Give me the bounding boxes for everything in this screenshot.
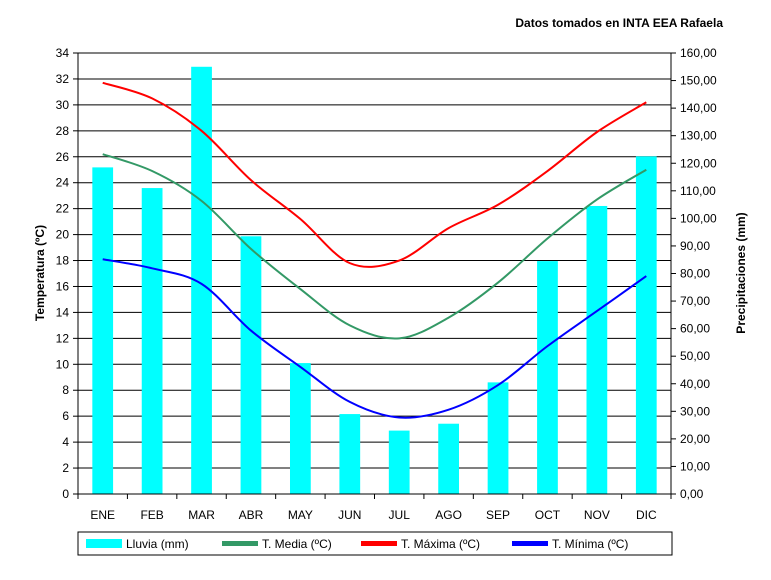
y-right-tick-label: 40,00: [680, 377, 710, 391]
legend-label: T. Máxima (ºC): [401, 537, 480, 551]
x-tick-label: DIC: [636, 508, 657, 522]
bar-lluvia-jun: [339, 414, 361, 494]
x-tick-label: ABR: [239, 508, 264, 522]
bar-lluvia-may: [289, 363, 311, 494]
x-tick-label: OCT: [535, 508, 561, 522]
legend-swatch-lluvia: [86, 539, 122, 548]
x-tick-label: NOV: [584, 508, 610, 522]
y-right-tick-label: 130,00: [680, 129, 717, 143]
precipitation-bars: [92, 66, 657, 495]
y-right-tick-label: 150,00: [680, 74, 717, 88]
y-left-axis-title: Temperatura (ºC): [33, 225, 47, 321]
y-right-tick-label: 140,00: [680, 101, 717, 115]
y-left-tick-label: 6: [62, 409, 69, 423]
x-tick-label: JUN: [338, 508, 361, 522]
bar-lluvia-nov: [586, 205, 608, 495]
x-tick-label: FEB: [140, 508, 163, 522]
y-right-tick-label: 120,00: [680, 156, 717, 170]
x-tick-label: JUL: [389, 508, 411, 522]
legend: Lluvia (mm) T. Media (ºC) T. Máxima (ºC) T.…: [77, 531, 673, 556]
x-tick-label: AGO: [435, 508, 462, 522]
y-right-tick-label: 70,00: [680, 294, 710, 308]
line-t-minima: [102, 258, 647, 419]
bar-lluvia-sep: [487, 382, 509, 494]
y-right-tick-label: 60,00: [680, 322, 710, 336]
bar-lluvia-mar: [191, 66, 212, 494]
y-right-tick-label: 110,00: [680, 184, 716, 198]
bar-lluvia-oct: [537, 261, 558, 494]
y-left-tick-label: 8: [62, 383, 69, 397]
y-left-tick-label: 2: [62, 461, 69, 475]
bar-lluvia-ago: [438, 423, 460, 494]
y-left-tick-label: 0: [62, 487, 69, 501]
axes: [73, 52, 676, 499]
y-left-tick-label: 16: [56, 279, 70, 293]
legend-swatch-line: [512, 541, 548, 546]
legend-label: Lluvia (mm): [126, 537, 189, 551]
legend-label: T. Media (ºC): [262, 537, 332, 551]
legend-label: T. Mínima (ºC): [552, 537, 628, 551]
y-right-tick-label: 100,00: [680, 211, 717, 225]
line-t-media: [102, 153, 647, 340]
y-left-tick-label: 4: [62, 435, 69, 449]
y-left-tick-label: 34: [56, 46, 70, 60]
legend-swatch-line: [222, 541, 258, 546]
x-tick-label: MAR: [188, 508, 215, 522]
y-left-tick-label: 22: [56, 202, 70, 216]
bar-lluvia-jul: [388, 430, 410, 494]
bar-lluvia-ene: [92, 167, 114, 494]
x-axis-tick-labels: ENE FEB MAR ABR MAY JUN JUL AGO SEP OCT NOV DIC: [90, 508, 657, 522]
y-right-tick-label: 0,00: [680, 487, 704, 501]
bar-lluvia-feb: [141, 188, 163, 494]
bar-lluvia-dic: [635, 156, 657, 494]
y-right-tick-label: 80,00: [680, 267, 710, 281]
x-tick-label: ENE: [90, 508, 115, 522]
legend-swatch-line: [361, 541, 397, 546]
y-right-tick-label: 10,00: [680, 459, 710, 473]
gridlines: [78, 52, 671, 495]
y-left-tick-label: 14: [56, 305, 70, 319]
y-left-tick-label: 20: [56, 228, 70, 242]
temperature-lines: [102, 81, 647, 419]
y-left-tick-label: 12: [56, 331, 70, 345]
bar-lluvia-abr: [240, 236, 262, 494]
right-axis-tick-labels: 0,00 10,00 20,00 30,00 40,00 50,00 60,00 70,00 8…: [680, 46, 717, 501]
y-left-tick-label: 32: [56, 72, 70, 86]
y-right-axis-title: Precipitaciones (mm): [734, 212, 748, 333]
x-tick-label: MAY: [288, 508, 313, 522]
y-right-tick-label: 30,00: [680, 404, 710, 418]
y-left-tick-label: 18: [56, 254, 70, 268]
y-right-tick-label: 90,00: [680, 239, 710, 253]
line-t-maxima: [102, 81, 647, 268]
data-source-note: Datos tomados en INTA EEA Rafaela: [515, 16, 723, 30]
y-right-tick-label: 50,00: [680, 349, 710, 363]
y-left-tick-label: 10: [56, 357, 70, 371]
y-left-tick-label: 24: [56, 176, 70, 190]
y-right-tick-label: 160,00: [680, 46, 717, 60]
y-right-tick-label: 20,00: [680, 432, 710, 446]
y-left-tick-label: 30: [56, 98, 70, 112]
x-tick-label: SEP: [486, 508, 510, 522]
y-left-tick-label: 26: [56, 150, 70, 164]
y-left-tick-label: 28: [56, 124, 70, 138]
